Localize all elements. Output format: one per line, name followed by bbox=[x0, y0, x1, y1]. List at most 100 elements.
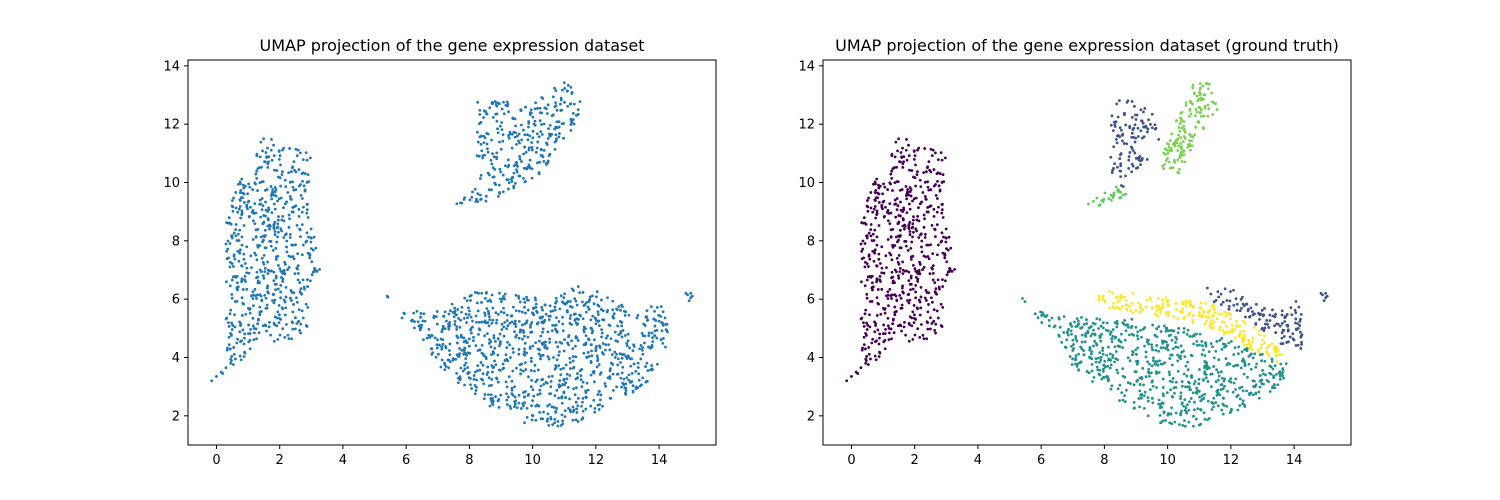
data-point bbox=[1180, 409, 1183, 413]
data-point bbox=[628, 346, 631, 350]
data-point bbox=[239, 340, 242, 344]
data-point bbox=[661, 310, 665, 314]
data-point bbox=[265, 188, 269, 191]
data-point bbox=[243, 351, 247, 355]
data-point bbox=[886, 209, 890, 212]
data-point bbox=[861, 247, 865, 251]
data-point bbox=[919, 295, 923, 299]
data-point bbox=[1132, 333, 1136, 337]
data-point bbox=[522, 297, 526, 301]
data-point bbox=[1125, 307, 1128, 311]
data-point bbox=[235, 281, 239, 285]
data-point bbox=[543, 106, 547, 110]
data-point bbox=[908, 233, 912, 236]
data-point bbox=[240, 314, 244, 317]
data-point bbox=[488, 338, 491, 341]
data-point bbox=[264, 200, 267, 204]
data-point bbox=[234, 234, 238, 238]
data-point bbox=[889, 228, 893, 232]
data-point bbox=[930, 300, 934, 304]
data-point bbox=[936, 158, 940, 162]
data-point bbox=[289, 197, 293, 201]
data-point bbox=[941, 251, 945, 255]
data-point bbox=[866, 363, 870, 366]
data-point bbox=[1198, 82, 1202, 85]
data-point bbox=[225, 249, 229, 253]
data-point bbox=[279, 163, 282, 167]
data-point bbox=[1070, 363, 1074, 366]
data-point bbox=[592, 369, 596, 373]
data-point bbox=[1045, 314, 1049, 317]
data-point bbox=[476, 369, 479, 373]
data-point bbox=[899, 296, 903, 300]
data-point bbox=[1199, 86, 1202, 90]
data-point bbox=[299, 322, 303, 326]
data-point bbox=[544, 380, 548, 384]
data-point bbox=[230, 278, 234, 282]
data-point bbox=[253, 202, 257, 206]
data-point bbox=[637, 372, 641, 376]
data-point bbox=[908, 282, 912, 286]
data-point bbox=[1192, 400, 1196, 404]
data-point bbox=[544, 312, 548, 316]
data-point bbox=[647, 345, 650, 349]
data-point bbox=[499, 124, 502, 128]
data-point bbox=[1191, 319, 1195, 322]
data-point bbox=[931, 264, 935, 268]
data-point bbox=[427, 328, 431, 331]
data-point bbox=[1094, 342, 1098, 345]
data-point bbox=[462, 336, 466, 340]
data-point bbox=[890, 176, 894, 180]
data-point bbox=[1232, 303, 1236, 307]
data-point bbox=[1124, 329, 1128, 333]
data-point bbox=[266, 268, 270, 272]
data-point bbox=[529, 323, 533, 327]
data-point bbox=[255, 337, 258, 341]
data-point bbox=[1057, 334, 1061, 338]
data-point bbox=[908, 220, 912, 224]
data-point bbox=[1234, 388, 1237, 391]
data-point bbox=[1200, 315, 1204, 319]
data-point bbox=[581, 409, 585, 413]
data-point bbox=[294, 296, 298, 300]
data-point bbox=[530, 141, 534, 144]
data-point bbox=[872, 239, 876, 242]
data-point bbox=[1254, 365, 1258, 369]
data-point bbox=[934, 194, 938, 197]
data-point bbox=[1144, 305, 1148, 309]
data-point bbox=[1175, 337, 1179, 341]
data-point bbox=[886, 238, 890, 241]
data-point bbox=[935, 223, 939, 227]
data-point bbox=[513, 330, 516, 334]
data-point bbox=[467, 313, 471, 317]
data-point bbox=[472, 339, 475, 343]
data-point bbox=[1062, 315, 1066, 318]
data-point bbox=[1212, 307, 1215, 311]
data-point bbox=[908, 323, 911, 327]
data-point bbox=[615, 308, 619, 312]
data-point bbox=[566, 83, 570, 87]
data-point bbox=[505, 392, 508, 396]
data-point bbox=[1299, 347, 1303, 350]
data-point bbox=[553, 140, 557, 144]
data-point bbox=[1182, 301, 1185, 305]
data-point bbox=[1108, 290, 1111, 293]
data-point bbox=[923, 147, 927, 150]
data-point bbox=[481, 378, 485, 382]
data-point bbox=[1180, 147, 1183, 151]
data-point bbox=[641, 346, 644, 349]
data-point bbox=[429, 347, 433, 351]
data-point bbox=[215, 375, 218, 378]
data-point bbox=[553, 305, 557, 309]
data-point bbox=[1146, 399, 1150, 403]
data-point bbox=[501, 367, 505, 371]
data-point bbox=[267, 155, 271, 159]
data-point bbox=[921, 268, 924, 272]
data-point bbox=[239, 188, 243, 192]
data-point bbox=[1236, 393, 1240, 397]
data-point bbox=[554, 296, 558, 300]
data-point bbox=[545, 347, 549, 351]
data-point bbox=[590, 349, 593, 353]
data-point bbox=[435, 310, 439, 313]
data-point bbox=[1080, 315, 1083, 319]
